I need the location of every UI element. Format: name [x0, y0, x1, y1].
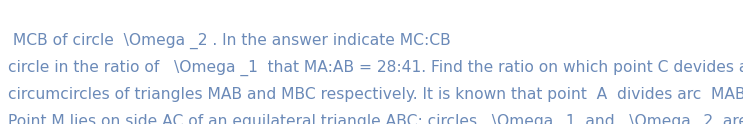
Text: circle in the ratio of   \Omega _1  that MA:AB = 28:41. Find the ratio on which : circle in the ratio of \Omega _1 that MA…	[8, 60, 743, 76]
Text: Point M lies on side AC of an equilateral triangle ABC; circles   \Omega _1  and: Point M lies on side AC of an equilatera…	[8, 114, 743, 124]
Text: circumcircles of triangles MAB and MBC respectively. It is known that point  A  : circumcircles of triangles MAB and MBC r…	[8, 87, 743, 102]
Text: MCB of circle  \Omega _2 . In the answer indicate MC:CB: MCB of circle \Omega _2 . In the answer …	[8, 33, 451, 49]
